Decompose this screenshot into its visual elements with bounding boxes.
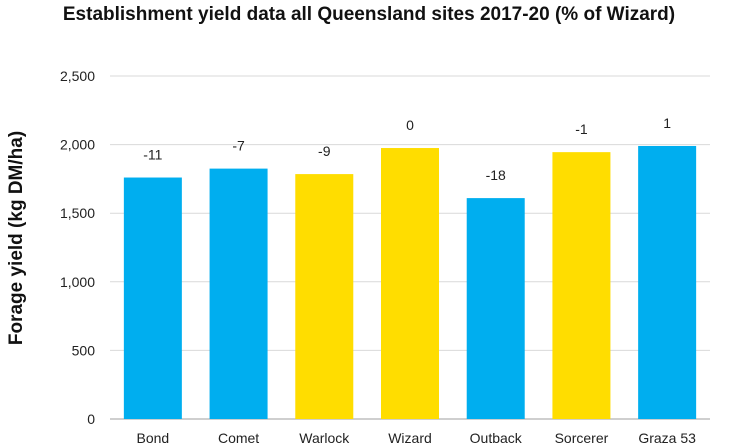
data-label: -18 [486, 167, 506, 183]
data-label: -7 [232, 138, 245, 154]
bar-wizard [381, 148, 439, 419]
data-label: 1 [663, 115, 671, 131]
y-tick-label: 2,500 [60, 68, 95, 84]
x-tick-label: Outback [470, 430, 523, 446]
y-tick-label: 500 [72, 342, 96, 358]
x-tick-label: Bond [137, 430, 170, 446]
x-tick-label: Sorcerer [555, 430, 609, 446]
x-tick-label: Wizard [388, 430, 432, 446]
bar-outback [466, 198, 525, 419]
y-tick-label: 2,000 [60, 137, 95, 153]
bar-warlock [295, 174, 354, 419]
data-label: -11 [143, 147, 162, 163]
x-tick-label: Warlock [299, 430, 350, 446]
chart-title: Establishment yield data all Queensland … [62, 4, 676, 25]
data-label: -1 [575, 121, 588, 137]
y-tick-label: 1,500 [60, 205, 95, 221]
x-tick-label: Comet [218, 430, 259, 446]
bar-bond [123, 177, 182, 419]
bar-graza-53 [638, 145, 697, 420]
x-tick-label: Graza 53 [638, 430, 696, 446]
y-tick-label: 0 [87, 411, 95, 427]
data-label: 0 [406, 117, 414, 133]
y-tick-label: 1,000 [60, 274, 95, 290]
bar-sorcerer [552, 152, 611, 419]
bar-comet [209, 168, 268, 419]
data-label: -9 [318, 143, 331, 159]
